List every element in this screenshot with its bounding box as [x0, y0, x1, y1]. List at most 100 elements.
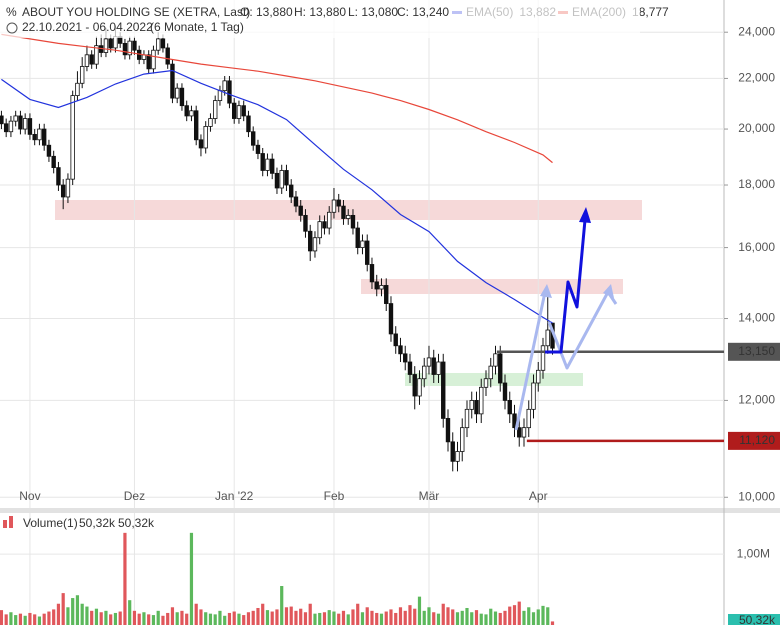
- candle-body: [327, 211, 332, 229]
- candle-body: [94, 45, 99, 65]
- y-tick-label: 20,000: [738, 121, 775, 135]
- volume-bar: [194, 603, 198, 625]
- volume-bar: [280, 586, 284, 625]
- arrow-head: [579, 207, 591, 223]
- volume-bar: [151, 615, 156, 625]
- panel-divider: [0, 508, 780, 513]
- quote: C: 13,240: [397, 5, 449, 19]
- volume-bar: [23, 615, 27, 625]
- volume-bar: [42, 613, 46, 625]
- candle-body: [308, 230, 313, 252]
- period: (6 Monate, 1 Tag): [150, 20, 244, 34]
- volume-bar: [403, 610, 407, 625]
- candle-body: [369, 264, 375, 283]
- volume-bar: [75, 595, 80, 625]
- volume-bar: [251, 610, 255, 625]
- candle-body: [346, 214, 351, 219]
- volume-bar: [432, 612, 436, 625]
- support-zone: [405, 373, 583, 386]
- volume-icon: [9, 516, 13, 528]
- volume-bar: [503, 610, 507, 625]
- volume-bar: [18, 613, 23, 625]
- volume-bar: [284, 607, 289, 625]
- candle-body: [132, 40, 137, 51]
- candle-body: [198, 139, 204, 149]
- candle-body: [450, 441, 455, 462]
- candle-body: [469, 400, 474, 410]
- volume-bar: [232, 611, 236, 625]
- volume-bar: [237, 613, 241, 625]
- candle-body: [274, 172, 280, 189]
- header-bg: [0, 0, 640, 38]
- candle-body: [521, 427, 527, 438]
- volume-bar: [213, 614, 217, 625]
- volume-bar: [147, 614, 151, 625]
- projection-arrow: [514, 291, 547, 431]
- candle-body: [474, 400, 479, 415]
- candle-body: [194, 110, 199, 141]
- candle-body: [312, 237, 318, 252]
- candle-body: [445, 418, 451, 443]
- candle-body: [213, 100, 218, 119]
- arrow-head: [540, 284, 552, 298]
- candle-body: [108, 38, 113, 49]
- candle-body: [37, 128, 42, 141]
- candle-body: [483, 378, 489, 388]
- icon: %: [6, 5, 17, 19]
- volume-bar: [379, 613, 384, 625]
- volume-bar: [427, 607, 431, 625]
- volume-last-label: 50,32k: [739, 613, 776, 625]
- candle-body: [536, 369, 541, 384]
- volume-bar: [498, 612, 502, 625]
- volume-bar: [327, 610, 331, 625]
- candle-body: [122, 42, 128, 56]
- volume-bar: [261, 603, 265, 625]
- candle-body: [507, 400, 512, 415]
- level-label: 13,150: [738, 344, 775, 358]
- candle-body: [398, 345, 403, 355]
- candle-body: [422, 365, 427, 380]
- volume-bar: [37, 616, 42, 625]
- candle-body: [75, 82, 80, 97]
- volume-bar: [313, 613, 317, 625]
- volume-bar: [204, 612, 208, 625]
- volume-bar: [394, 612, 398, 625]
- volume-bar: [541, 605, 545, 625]
- volume-bar: [223, 615, 227, 625]
- y-tick-label: 16,000: [738, 240, 775, 254]
- volume-bar: [161, 615, 165, 625]
- volume-bar: [56, 603, 61, 625]
- volume-bar: [294, 610, 298, 625]
- volume-bar: [128, 600, 132, 625]
- volume-bar: [189, 532, 194, 625]
- candle-body: [293, 196, 299, 207]
- volume-bar: [370, 610, 374, 625]
- x-tick-label: Nov: [19, 489, 40, 503]
- candle-body: [165, 47, 170, 65]
- clock-icon: [6, 22, 18, 34]
- candle-body: [393, 333, 398, 347]
- candle-body: [18, 115, 23, 130]
- volume-bar: [332, 611, 336, 625]
- volume-bar: [104, 610, 108, 625]
- y-tick-label: 12,000: [738, 393, 775, 407]
- candle-body: [460, 427, 465, 452]
- x-tick-label: Apr: [529, 489, 548, 503]
- volume-bar: [156, 610, 160, 625]
- volume-bar: [52, 609, 56, 625]
- volume-bar: [531, 612, 536, 625]
- candle-body: [331, 199, 337, 213]
- candle-body: [0, 115, 4, 125]
- volume-bar: [109, 614, 113, 625]
- volume-bar: [123, 532, 127, 625]
- x-tick-label: Mär: [419, 489, 440, 503]
- candle-body: [46, 144, 52, 157]
- candle-body: [540, 345, 546, 371]
- candle-body: [41, 128, 47, 146]
- volume-bar: [365, 607, 369, 625]
- y-tick-label: 18,000: [738, 177, 775, 191]
- volume-bar: [47, 611, 51, 625]
- y-tick-label: 22,000: [738, 71, 775, 85]
- volume-bar: [375, 612, 379, 625]
- volume-bar: [175, 612, 179, 625]
